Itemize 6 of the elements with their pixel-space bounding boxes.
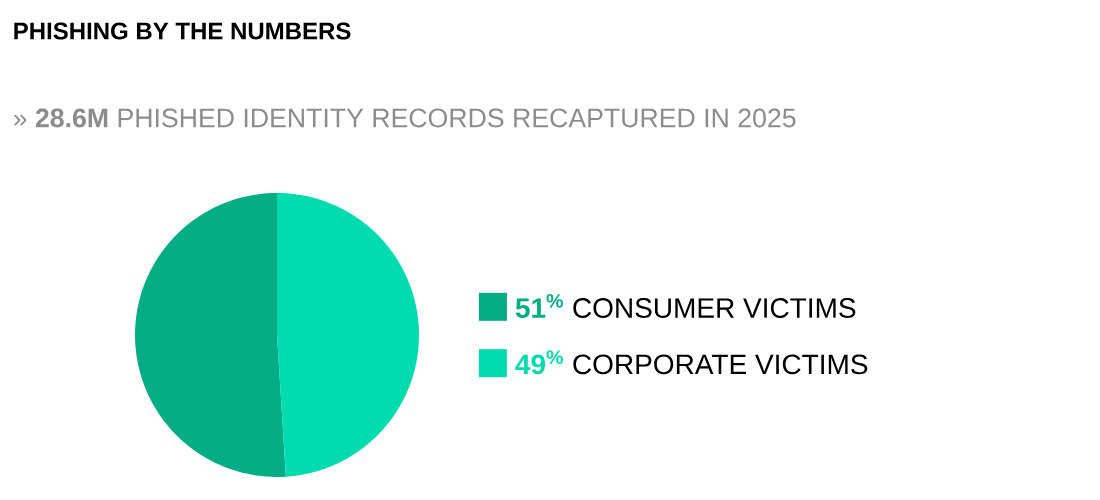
chart-title: PHISHING BY THE NUMBERS: [14, 22, 351, 40]
chart-subtitle: » 28.6M PHISHED IDENTITY RECORDS RECAPTURED IN 2025: [13, 108, 796, 128]
data-label: 49$^{%}$: [515, 350, 563, 375]
legend-label: CORPORATE VICTIMS: [573, 354, 868, 375]
data-label: 51$^{%}$: [515, 294, 563, 318]
legend-label: CONSUMER VICTIMS: [573, 298, 856, 318]
